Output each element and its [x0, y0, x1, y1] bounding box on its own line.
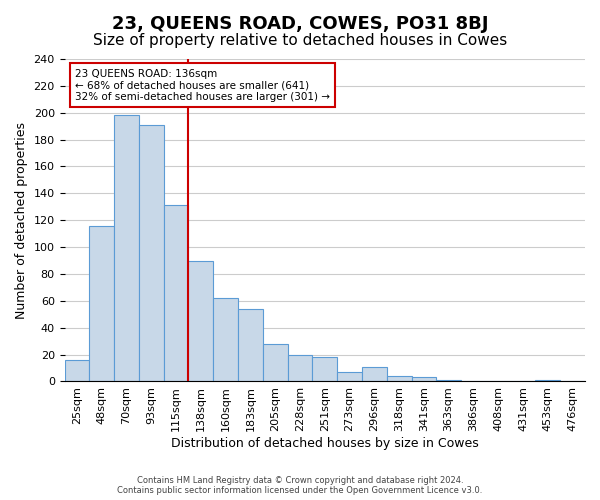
Bar	[188, 260, 213, 382]
Y-axis label: Number of detached properties: Number of detached properties	[15, 122, 28, 318]
Bar	[213, 298, 238, 382]
Bar	[535, 380, 560, 382]
Bar	[238, 309, 263, 382]
Bar	[114, 116, 139, 382]
Text: 23 QUEENS ROAD: 136sqm
← 68% of detached houses are smaller (641)
32% of semi-de: 23 QUEENS ROAD: 136sqm ← 68% of detached…	[75, 68, 330, 102]
Text: 23, QUEENS ROAD, COWES, PO31 8BJ: 23, QUEENS ROAD, COWES, PO31 8BJ	[112, 15, 488, 33]
Text: Size of property relative to detached houses in Cowes: Size of property relative to detached ho…	[93, 32, 507, 48]
Bar	[412, 378, 436, 382]
Bar	[337, 372, 362, 382]
Bar	[263, 344, 287, 382]
Bar	[164, 206, 188, 382]
Bar	[387, 376, 412, 382]
Bar	[89, 226, 114, 382]
Bar	[313, 358, 337, 382]
Text: Contains HM Land Registry data © Crown copyright and database right 2024.
Contai: Contains HM Land Registry data © Crown c…	[118, 476, 482, 495]
X-axis label: Distribution of detached houses by size in Cowes: Distribution of detached houses by size …	[171, 437, 479, 450]
Bar	[65, 360, 89, 382]
Bar	[139, 125, 164, 382]
Bar	[436, 380, 461, 382]
Bar	[287, 354, 313, 382]
Bar	[362, 366, 387, 382]
